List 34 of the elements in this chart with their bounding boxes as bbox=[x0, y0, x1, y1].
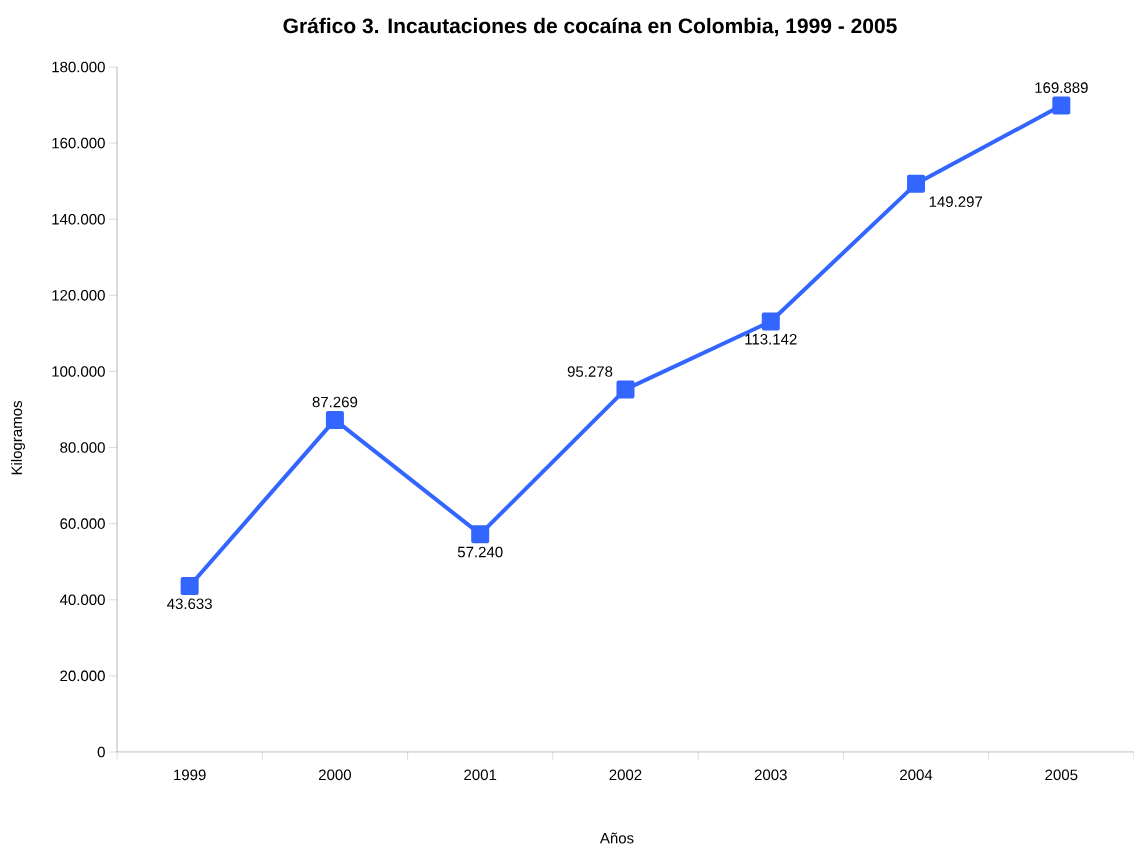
point bbox=[907, 174, 926, 193]
data-label: 149.297 bbox=[929, 196, 983, 207]
y-tick-label: 100.000 bbox=[52, 366, 105, 377]
y-tick-label: 60.000 bbox=[60, 518, 105, 529]
x-tick-label: 2001 bbox=[464, 769, 497, 781]
data-label: 57.240 bbox=[457, 546, 503, 558]
point bbox=[325, 410, 344, 429]
y-axis-title: Kilogramos bbox=[11, 401, 25, 475]
y-tick-label: 180.000 bbox=[52, 61, 105, 73]
y-tick-label: 0 bbox=[97, 746, 105, 758]
x-tick-label: 2002 bbox=[609, 769, 642, 781]
point bbox=[616, 380, 635, 399]
point bbox=[1052, 96, 1071, 115]
point bbox=[761, 312, 780, 331]
data-label: 113.142 bbox=[745, 333, 797, 345]
data-label: 95.278 bbox=[567, 366, 613, 377]
x-tick-label: 2005 bbox=[1045, 769, 1078, 781]
x-tick-label: 1999 bbox=[174, 769, 206, 781]
data-label: 169.889 bbox=[1035, 82, 1088, 93]
data-label: 87.269 bbox=[312, 396, 358, 408]
y-tick-label: 20.000 bbox=[60, 670, 105, 682]
y-tick-label: 40.000 bbox=[59, 594, 105, 606]
point bbox=[180, 576, 199, 595]
x-axis-title: Años bbox=[599, 832, 634, 844]
data-label: 43.633 bbox=[167, 598, 212, 610]
x-tick-label: 2000 bbox=[318, 769, 352, 781]
y-tick-label: 160.000 bbox=[52, 137, 105, 149]
y-tick-label: 140.000 bbox=[52, 213, 105, 225]
x-tick-label: 2004 bbox=[900, 769, 933, 781]
chart-title: Gráfico 3. Incautaciones de cocaína en Colombia, 1999 - 2005 bbox=[283, 17, 897, 37]
y-tick-label: 120.000 bbox=[52, 290, 105, 301]
y-tick-label: 80.000 bbox=[60, 442, 105, 453]
point bbox=[471, 525, 490, 544]
x-tick-label: 2003 bbox=[754, 769, 787, 781]
